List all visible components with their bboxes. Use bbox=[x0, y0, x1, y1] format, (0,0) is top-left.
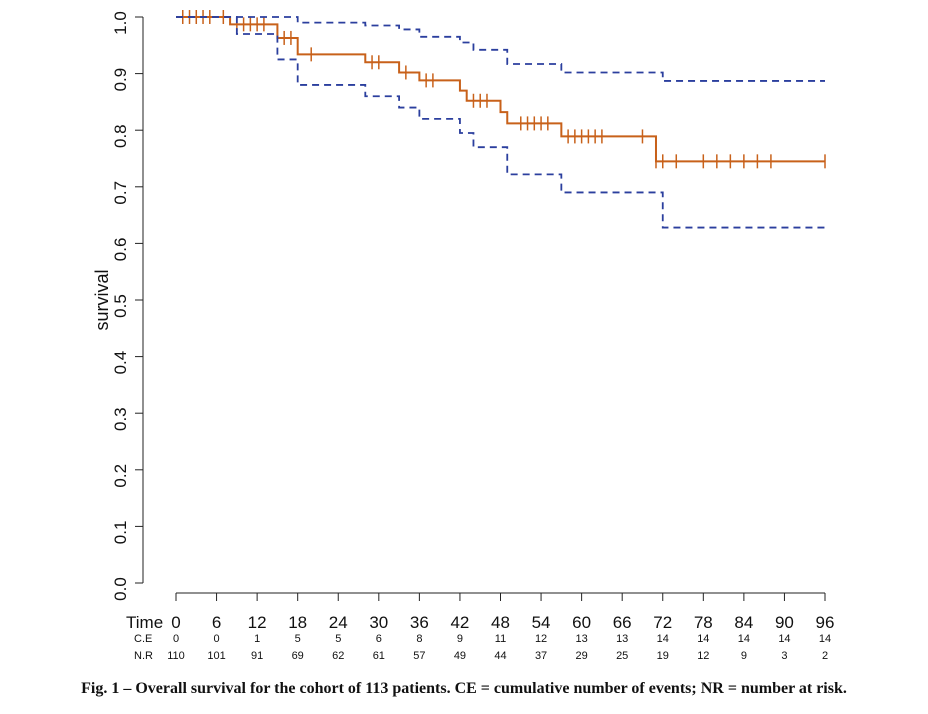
x-tick-label: 42 bbox=[450, 613, 469, 632]
risk-table-cell: 0 bbox=[173, 633, 179, 645]
risk-table-cell: 29 bbox=[576, 650, 588, 662]
x-tick-label: 84 bbox=[734, 613, 753, 632]
x-tick-label: 18 bbox=[288, 613, 307, 632]
x-tick-label: 78 bbox=[694, 613, 713, 632]
risk-table-cell: 6 bbox=[376, 633, 382, 645]
y-tick-label: 0.1 bbox=[111, 521, 130, 545]
x-tick-label: 6 bbox=[212, 613, 221, 632]
risk-table-cell: 5 bbox=[335, 633, 341, 645]
x-axis: 0 6 12 18 24 30 36 42 48 54 60 66 72 78 84 90 96 bbox=[171, 592, 835, 632]
risk-table-cell: 61 bbox=[373, 650, 385, 662]
risk-table-cell: 110 bbox=[167, 650, 185, 662]
y-tick-label: 0.0 bbox=[111, 577, 130, 601]
plot-area bbox=[176, 10, 826, 229]
x-tick-label: 90 bbox=[775, 613, 794, 632]
y-tick-label: 0.6 bbox=[111, 238, 130, 262]
x-tick-label: 36 bbox=[410, 613, 429, 632]
risk-table-cell: 12 bbox=[697, 650, 709, 662]
risk-table: C.E 0 0 1 5 5 6 8 9 11 12 13 13 14 14 14 14 14N.R 110 101 91… bbox=[134, 633, 831, 662]
risk-table-cell: 9 bbox=[741, 650, 747, 662]
y-tick-label: 0.2 bbox=[111, 464, 130, 488]
upper-ci-curve bbox=[176, 16, 825, 82]
risk-table-cell: 25 bbox=[616, 650, 628, 662]
x-tick-label: 96 bbox=[816, 613, 835, 632]
x-tick-label: 72 bbox=[653, 613, 672, 632]
time-row-label: Time bbox=[126, 613, 163, 632]
x-tick-label: 24 bbox=[329, 613, 348, 632]
risk-table-cell: 12 bbox=[535, 633, 547, 645]
x-tick-label: 48 bbox=[491, 613, 510, 632]
risk-table-cell: 11 bbox=[495, 633, 506, 645]
risk-table-cell: 14 bbox=[697, 633, 709, 645]
y-tick-label: 0.9 bbox=[111, 68, 130, 92]
y-axis-title: survival bbox=[92, 269, 112, 330]
risk-table-cell: 62 bbox=[332, 650, 344, 662]
x-tick-label: 66 bbox=[613, 613, 632, 632]
x-tick-label: 30 bbox=[369, 613, 388, 632]
risk-table-cell: 1 bbox=[254, 633, 260, 645]
y-tick-label: 0.7 bbox=[111, 181, 130, 205]
risk-table-cell: 19 bbox=[657, 650, 669, 662]
risk-row-label: N.R bbox=[134, 650, 153, 662]
risk-table-cell: 3 bbox=[781, 650, 787, 662]
risk-table-cell: 91 bbox=[251, 650, 263, 662]
risk-table-cell: 14 bbox=[778, 633, 790, 645]
lower-ci-curve bbox=[176, 16, 825, 229]
risk-table-cell: 14 bbox=[738, 633, 750, 645]
y-tick-label: 0.5 bbox=[111, 294, 130, 318]
y-tick-label: 0.3 bbox=[111, 407, 130, 431]
risk-table-cell: 101 bbox=[207, 650, 225, 662]
y-tick-label: 0.4 bbox=[111, 351, 130, 375]
x-tick-label: 60 bbox=[572, 613, 591, 632]
risk-table-cell: 2 bbox=[822, 650, 828, 662]
risk-table-cell: 5 bbox=[295, 633, 301, 645]
y-tick-label: 1.0 bbox=[111, 11, 130, 35]
risk-table-cell: 9 bbox=[457, 633, 463, 645]
risk-table-cell: 69 bbox=[292, 650, 304, 662]
risk-row-label: C.E bbox=[134, 633, 152, 645]
figure-caption: Fig. 1 – Overall survival for the cohort… bbox=[81, 680, 847, 697]
risk-table-cell: 13 bbox=[616, 633, 628, 645]
x-tick-label: 54 bbox=[532, 613, 551, 632]
risk-table-cell: 49 bbox=[454, 650, 466, 662]
risk-table-cell: 13 bbox=[576, 633, 588, 645]
x-tick-label: 12 bbox=[248, 613, 267, 632]
risk-table-cell: 57 bbox=[413, 650, 425, 662]
risk-table-cell: 14 bbox=[657, 633, 669, 645]
x-tick-label: 0 bbox=[171, 613, 180, 632]
risk-table-cell: 14 bbox=[819, 633, 831, 645]
risk-table-cell: 8 bbox=[416, 633, 422, 645]
survival-chart: 0.00.10.20.30.40.50.60.70.80.91.0 0 6 12 18… bbox=[92, 10, 835, 662]
y-axis: 0.0 0.1 0.2 0.3 0.4 0.5 0.6 0.7 0.8 0.9 1.0 bbox=[111, 11, 144, 601]
y-tick-label: 0.8 bbox=[111, 124, 130, 148]
survival-curve bbox=[176, 16, 825, 163]
risk-table-cell: 44 bbox=[494, 650, 506, 662]
risk-table-cell: 37 bbox=[535, 650, 547, 662]
risk-table-cell: 0 bbox=[214, 633, 220, 645]
